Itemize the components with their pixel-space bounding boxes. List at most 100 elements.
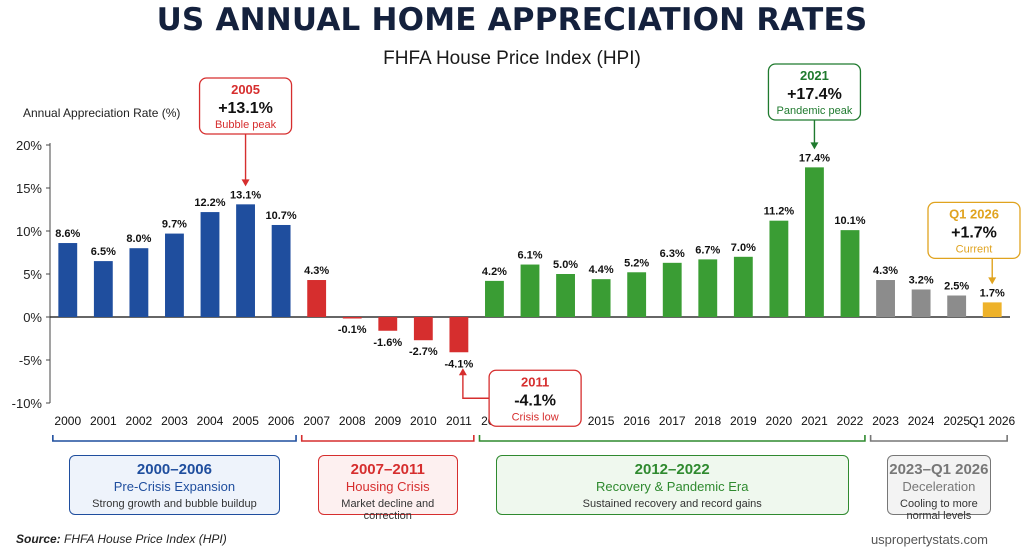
x-tick-label: 2006 [268, 414, 295, 428]
bar-value-label: -2.7% [409, 346, 438, 358]
bar-value-label: 4.2% [482, 266, 507, 278]
annotation-value: +1.7% [951, 224, 997, 241]
bar-value-label: 12.2% [194, 197, 225, 209]
era-range: 2000–2006 [136, 461, 212, 478]
era-range: 2012–2022 [634, 461, 710, 478]
era-name: Housing Crisis [345, 479, 430, 494]
x-tick-label: 2020 [766, 414, 793, 428]
annotation-arrowhead [241, 179, 250, 187]
chart-subtitle: FHFA House Price Index (HPI) [383, 48, 641, 69]
bar [93, 261, 113, 317]
annotation-value: -4.1% [514, 392, 556, 409]
bar [840, 230, 860, 317]
x-tick-label: 2008 [339, 414, 366, 428]
y-tick-label: -5% [19, 353, 43, 368]
era-name: Pre-Crisis Expansion [113, 479, 236, 494]
x-tick-label: 2019 [730, 414, 757, 428]
bar-value-label: 3.2% [909, 274, 934, 286]
annotation-year: Q1 2026 [949, 206, 999, 221]
bar [58, 243, 78, 317]
y-tick-label: 20% [16, 138, 42, 153]
era-panel: 2007–2011 Housing Crisis Market decline an… [317, 455, 458, 522]
x-tick-label: 2000 [54, 414, 81, 428]
annotation-note: Current [956, 243, 993, 255]
bar-value-label: 10.7% [266, 210, 297, 222]
bar-value-label: 6.7% [695, 244, 720, 256]
bar-value-label: -0.1% [338, 324, 367, 336]
annotation-arrowhead [988, 277, 997, 285]
x-tick-label: 2021 [801, 414, 828, 428]
bar [733, 256, 753, 317]
bar-value-label: 9.7% [162, 219, 187, 231]
x-tick-label: 2025 [943, 414, 970, 428]
bar [662, 262, 682, 317]
x-tick-label: 2011 [446, 414, 472, 428]
era-range: 2007–2011 [350, 461, 425, 478]
annotation-box [198, 77, 293, 135]
source-note: Source: FHFA House Price Index (HPI) [16, 532, 227, 546]
bar [378, 317, 398, 331]
y-axis-label: Annual Appreciation Rate (%) [23, 106, 181, 120]
bar [876, 280, 895, 317]
era-range: 2023–Q1 2026 [889, 461, 989, 478]
bar [129, 248, 149, 317]
source-label: Source: [16, 532, 61, 546]
bar [449, 317, 469, 353]
x-tick-label: 2023 [872, 414, 899, 428]
bar-value-label: -4.1% [445, 358, 474, 370]
bar-value-label: 11.2% [764, 206, 795, 218]
x-tick-label: 2017 [659, 414, 686, 428]
y-tick-label: 5% [23, 267, 42, 282]
bar-value-label: 10.1% [834, 215, 865, 227]
bar-value-label: 17.4% [799, 152, 830, 164]
x-tick-label: 2010 [410, 414, 437, 428]
x-tick-label: 2001 [90, 414, 117, 428]
bar-chart: -10% -5% 0% 5% 10% 15% 20% 8.6% 2000 6.5% 2001 8.0%… [12, 63, 1021, 442]
y-tick-label: 15% [16, 181, 42, 196]
annotation-year: 2021 [800, 68, 829, 83]
x-tick-label: 2018 [694, 414, 721, 428]
era-bracket [478, 435, 866, 442]
bar [165, 233, 184, 317]
x-tick-label: 2015 [588, 414, 615, 428]
bar [627, 272, 647, 317]
annotation-note: Bubble peak [215, 119, 277, 131]
era-name: Recovery & Pandemic Era [595, 479, 749, 494]
annotation-box [767, 63, 862, 121]
x-tick-label: 2005 [232, 414, 259, 428]
x-tick-label: 2024 [908, 414, 935, 428]
x-tick-label: Q1 2026 [969, 414, 1015, 428]
bar [911, 289, 931, 317]
bar [200, 212, 220, 317]
x-tick-label: 2003 [161, 414, 188, 428]
era-bracket [52, 435, 297, 442]
bar [413, 317, 433, 341]
bar-value-label: 7.0% [731, 242, 756, 254]
annotation-arrowhead [458, 368, 467, 376]
y-tick-label: -10% [12, 396, 43, 411]
annotation-note: Crisis low [512, 411, 559, 423]
annotation-year: 2011 [521, 374, 549, 389]
era-panel: 2012–2022 Recovery & Pandemic Era Sustaine… [495, 455, 849, 515]
bar [556, 274, 575, 317]
bar-value-label: 4.3% [873, 265, 898, 277]
bar [805, 167, 824, 317]
bar [947, 295, 967, 317]
y-tick-label: 0% [23, 310, 42, 325]
x-tick-label: 2016 [623, 414, 650, 428]
bar [591, 279, 611, 317]
bar [485, 280, 504, 317]
bar-value-label: 4.3% [304, 265, 329, 277]
bar [698, 259, 718, 317]
era-name: Deceleration [902, 479, 976, 494]
chart-title: US ANNUAL HOME APPRECIATION RATES [156, 2, 868, 38]
bar-value-label: 6.1% [517, 250, 542, 262]
annotation-value: +17.4% [787, 86, 842, 103]
x-tick-label: 2004 [197, 414, 224, 428]
bar [236, 204, 255, 317]
bar [271, 224, 291, 317]
bar-value-label: 6.5% [91, 246, 116, 258]
bar-value-label: 5.0% [553, 259, 578, 271]
era-description: Cooling to more normal levels [900, 498, 978, 522]
annotation-note: Pandemic peak [777, 105, 853, 117]
